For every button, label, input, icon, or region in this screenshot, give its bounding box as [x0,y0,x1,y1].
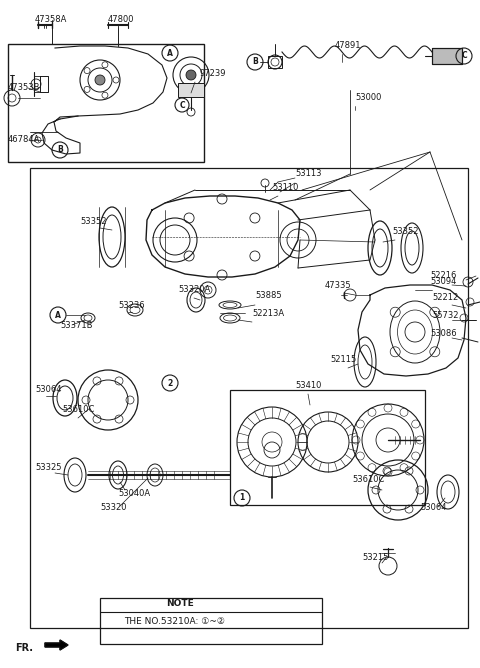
Text: 52213A: 52213A [252,309,284,319]
Bar [178,83,204,97]
Text: 97239: 97239 [200,69,227,79]
Bar [432,48,462,64]
Circle shape [95,75,105,85]
Text: 53113: 53113 [295,170,322,178]
Text: 53320A: 53320A [178,285,210,295]
Text: C: C [179,100,185,110]
Bar [432,48,462,64]
Polygon shape [45,640,68,650]
Text: 2: 2 [168,379,173,387]
Text: A: A [167,49,173,57]
Text: 53064: 53064 [420,504,446,512]
Bar [8,44,204,162]
Text: 47353B: 47353B [8,84,40,92]
Text: 47891: 47891 [335,41,361,51]
Bar [230,390,425,505]
Text: 53000: 53000 [355,94,382,102]
Text: B: B [252,57,258,67]
Text: 53325: 53325 [35,464,61,472]
Text: 53352: 53352 [392,228,419,236]
Text: 52115: 52115 [330,355,356,365]
Text: 53110: 53110 [272,184,299,192]
Text: 53610C: 53610C [62,405,95,415]
Text: 1: 1 [240,494,245,502]
Text: 53352: 53352 [80,218,107,226]
Text: 53236: 53236 [118,301,144,309]
Text: FR.: FR. [15,643,33,653]
Text: C: C [461,51,467,61]
Text: 53040A: 53040A [118,488,150,498]
Circle shape [186,70,196,80]
Text: 46784A: 46784A [8,136,40,144]
Text: 55732: 55732 [432,311,458,321]
Text: 53410: 53410 [295,381,322,391]
Text: 53094: 53094 [430,277,456,287]
Text: 53610C: 53610C [352,476,384,484]
Bar [268,56,282,68]
Text: 53320: 53320 [100,504,127,512]
Text: A: A [55,311,61,319]
Text: 53086: 53086 [430,329,456,339]
Text: 53371B: 53371B [60,321,93,331]
Text: 53215: 53215 [362,554,388,562]
Text: 53064: 53064 [35,385,61,395]
Text: 53885: 53885 [255,291,282,301]
Bar [100,598,322,644]
Text: 47335: 47335 [325,281,352,291]
Bar [30,168,468,628]
Text: 52212: 52212 [432,293,458,303]
Text: 52216: 52216 [430,271,456,281]
Text: B: B [57,146,63,154]
Text: 47358A: 47358A [35,15,67,25]
Text: THE NO.53210A: ①~②: THE NO.53210A: ①~② [124,617,226,627]
Text: 47800: 47800 [108,15,134,25]
Text: NOTE: NOTE [166,599,194,609]
